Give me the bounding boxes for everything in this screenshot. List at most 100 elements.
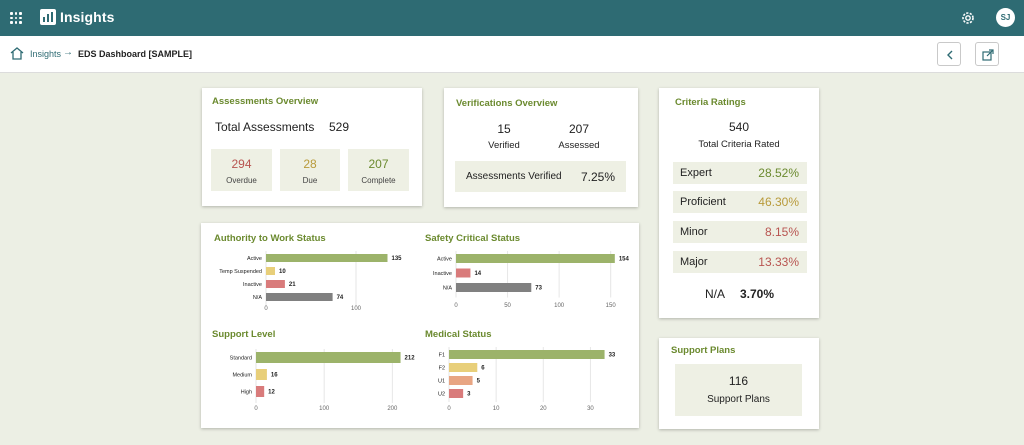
bar [449,376,473,385]
category-label: F1 [439,353,445,359]
support-plans-card: Support Plans 116 Support Plans [659,338,819,429]
data-label: 154 [619,257,630,263]
rating-value: 28.52% [758,166,799,180]
status-charts-card: Authority to Work Status Safety Critical… [201,223,639,428]
rating-label: Proficient [680,196,726,208]
tick-label: 150 [606,303,617,309]
due-label: Due [302,176,318,185]
complete-label: Complete [361,176,396,185]
user-avatar[interactable]: SJ [996,8,1015,27]
total-criteria-value: 540 [728,120,750,134]
rating-label: Minor [680,226,708,238]
data-label: 212 [405,356,416,362]
category-label: U2 [438,392,445,398]
data-label: 10 [279,269,286,275]
data-label: 5 [477,379,481,385]
assessments-overview-card: Assessments Overview Total Assessments 5… [202,88,422,206]
tick-label: 10 [493,406,500,412]
bar [266,267,275,275]
total-assessments-value: 529 [329,120,350,134]
na-label: N/A [705,287,726,301]
category-label: N/A [443,286,453,292]
tick-label: 50 [504,303,511,309]
back-button[interactable] [937,42,961,66]
total-criteria-label: Total Criteria Rated [698,139,780,150]
rating-label: Expert [680,167,712,179]
bar [456,254,615,263]
rating-minor: Minor 8.15% [673,221,807,243]
category-label: Temp Suspended [219,269,262,275]
category-label: F2 [439,366,445,372]
chart-title-authority: Authority to Work Status [214,233,326,244]
bar [456,283,532,292]
tick-label: 200 [387,406,398,412]
category-label: Standard [230,356,252,362]
support-plans-value: 116 [728,374,749,388]
bar [456,268,471,278]
data-label: 6 [481,366,485,372]
tick-label: 100 [554,303,565,309]
bar [266,293,333,301]
data-label: 21 [289,282,296,288]
bar [256,352,401,363]
data-label: 73 [535,286,542,292]
data-label: 16 [271,373,278,379]
data-label: 3 [467,392,471,398]
chart-title-support: Support Level [212,329,276,340]
rating-label: Major [680,256,708,268]
data-label: 14 [474,271,481,277]
tick-label: 100 [351,306,362,312]
insights-logo-icon [40,9,56,25]
due-tile[interactable]: 28 Due [280,149,340,191]
share-button[interactable] [975,42,999,66]
app-launcher-icon[interactable] [10,12,22,24]
page-title: EDS Dashboard [SAMPLE] [78,49,193,59]
chart-title-medical: Medical Status [425,329,492,340]
gear-icon[interactable] [960,10,976,26]
criteria-ratings-card: Criteria Ratings 540 Total Criteria Rate… [659,88,819,318]
rating-expert: Expert 28.52% [673,162,807,184]
chart-title-safety: Safety Critical Status [425,233,521,244]
bar [266,280,285,288]
bar [256,369,267,380]
category-label: Inactive [433,271,452,277]
overdue-tile[interactable]: 294 Overdue [211,149,272,191]
tick-label: 0 [264,306,268,312]
breadcrumb-insights-link[interactable]: Insights [30,49,62,59]
bar [256,386,265,397]
tick-label: 0 [254,406,258,412]
tick-label: 100 [319,406,330,412]
tick-label: 0 [447,406,451,412]
authority-to-work-chart: 0 100 Active 135 Temp Suspended 10 Inactive 21 N… [219,251,403,312]
category-label: Active [247,256,262,262]
support-plans-label: Support Plans [707,394,770,405]
rating-value: 8.15% [764,225,799,239]
tick-label: 20 [540,406,547,412]
bar [449,389,464,398]
data-label: 135 [392,256,403,262]
rating-major: Major 13.33% [673,251,807,273]
assessments-verified-label: Assessments Verified [466,171,562,182]
medical-status-chart: 0 10 20 30 F1 33 F2 6 U1 5 U2 3 [438,347,616,412]
tick-label: 0 [454,303,458,309]
bar [449,363,478,372]
verified-label: Verified [488,140,520,151]
card-title: Support Plans [671,345,736,356]
assessed-label: Assessed [558,140,600,151]
total-assessments-label: Total Assessments [215,120,315,134]
data-label: 74 [337,295,344,301]
category-label: Inactive [243,282,262,288]
safety-critical-chart: 0 50 100 150 Active 154 Inactive 14 N/A 73 [433,251,630,309]
data-label: 12 [268,390,275,396]
complete-tile[interactable]: 207 Complete [348,149,409,191]
data-label: 33 [609,353,616,359]
complete-value: 207 [368,157,389,171]
home-icon[interactable] [10,47,24,60]
category-label: U1 [438,379,445,385]
na-value: 3.70% [740,287,775,301]
bar [266,254,388,262]
due-value: 28 [303,157,317,171]
breadcrumb-arrow-icon: → [63,47,73,58]
assessed-value: 207 [568,122,590,136]
category-label: High [241,390,252,396]
